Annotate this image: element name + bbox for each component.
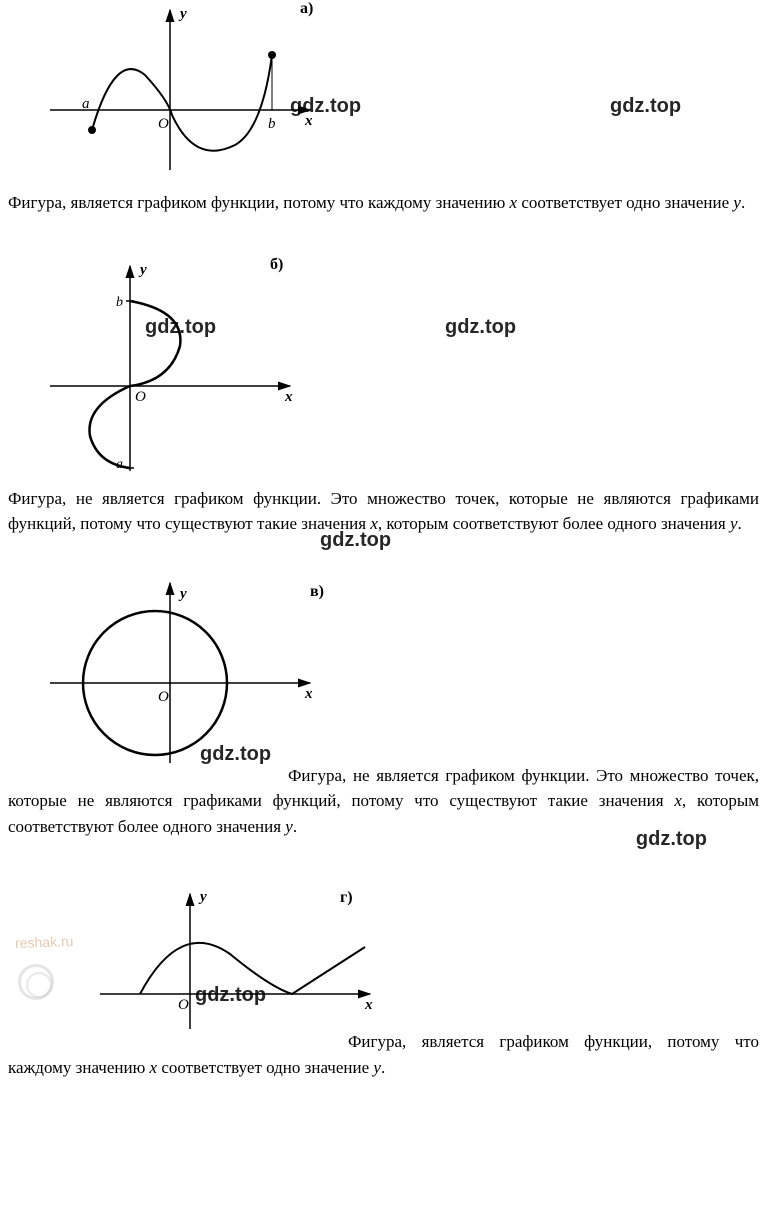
svg-text:b: b bbox=[116, 295, 123, 310]
svg-text:O: O bbox=[158, 689, 169, 705]
watermark-gdz: gdz.top bbox=[610, 95, 681, 118]
section-d: y x O г) reshak.ru gdz.top Фигура, являе… bbox=[0, 879, 767, 1080]
svg-text:a: a bbox=[116, 457, 123, 472]
svg-text:y: y bbox=[178, 6, 187, 22]
graph-a: y x O a b bbox=[40, 0, 320, 180]
svg-text:a: a bbox=[82, 96, 90, 112]
label-b: б) bbox=[270, 256, 283, 274]
svg-text:x: x bbox=[364, 997, 373, 1013]
explanation-b: Фигура, не является графиком функции. Эт… bbox=[0, 486, 767, 537]
svg-text:O: O bbox=[135, 389, 146, 405]
svg-text:O: O bbox=[178, 997, 189, 1013]
watermark-gdz: gdz.top bbox=[445, 316, 516, 339]
graph-d: y x O bbox=[80, 879, 380, 1039]
svg-text:y: y bbox=[138, 262, 147, 278]
svg-text:y: y bbox=[198, 889, 207, 905]
section-b: y x O b a б) gdz.top gdz.top Фигура, не … bbox=[0, 256, 767, 538]
graph-c-container: y x O в) bbox=[40, 573, 767, 773]
reshak-circle-icon bbox=[18, 964, 54, 1000]
graph-c: y x O bbox=[40, 573, 320, 773]
label-c: в) bbox=[310, 583, 324, 601]
watermark-reshak: reshak.ru bbox=[15, 933, 74, 951]
svg-text:x: x bbox=[304, 686, 313, 702]
svg-text:O: O bbox=[158, 116, 169, 132]
label-d: г) bbox=[340, 889, 353, 907]
graph-d-container: y x O г) reshak.ru gdz.top bbox=[80, 879, 767, 1039]
explanation-a: Фигура, является графиком функции, потом… bbox=[0, 190, 767, 216]
graph-b: y x O b a bbox=[40, 256, 300, 476]
section-a: y x O a b а) gdz.top gdz.top Фигура, явл… bbox=[0, 0, 767, 216]
svg-text:x: x bbox=[304, 113, 313, 129]
explanation-c: Фигура, не является графиком функции. Эт… bbox=[0, 763, 767, 840]
svg-text:x: x bbox=[284, 389, 293, 405]
graph-b-container: y x O b a б) gdz.top gdz.top bbox=[40, 256, 767, 476]
graph-a-container: y x O a b а) gdz.top gdz.top bbox=[40, 0, 767, 180]
section-c: y x O в) gdz.top Фигура, не является гра… bbox=[0, 573, 767, 840]
label-a: а) bbox=[300, 0, 313, 18]
svg-text:b: b bbox=[268, 116, 276, 132]
svg-text:y: y bbox=[178, 586, 187, 602]
